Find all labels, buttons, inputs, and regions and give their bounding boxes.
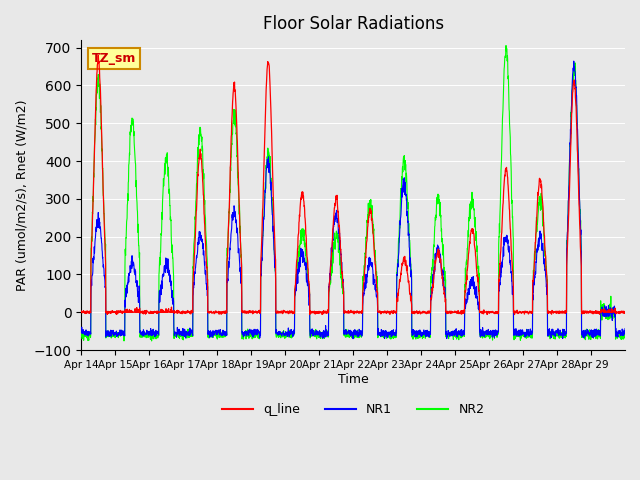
Y-axis label: PAR (umol/m2/s), Rnet (W/m2): PAR (umol/m2/s), Rnet (W/m2)	[15, 99, 28, 291]
Text: TZ_sm: TZ_sm	[92, 52, 136, 65]
Title: Floor Solar Radiations: Floor Solar Radiations	[262, 15, 444, 33]
Legend: q_line, NR1, NR2: q_line, NR1, NR2	[217, 398, 490, 421]
X-axis label: Time: Time	[338, 372, 369, 385]
